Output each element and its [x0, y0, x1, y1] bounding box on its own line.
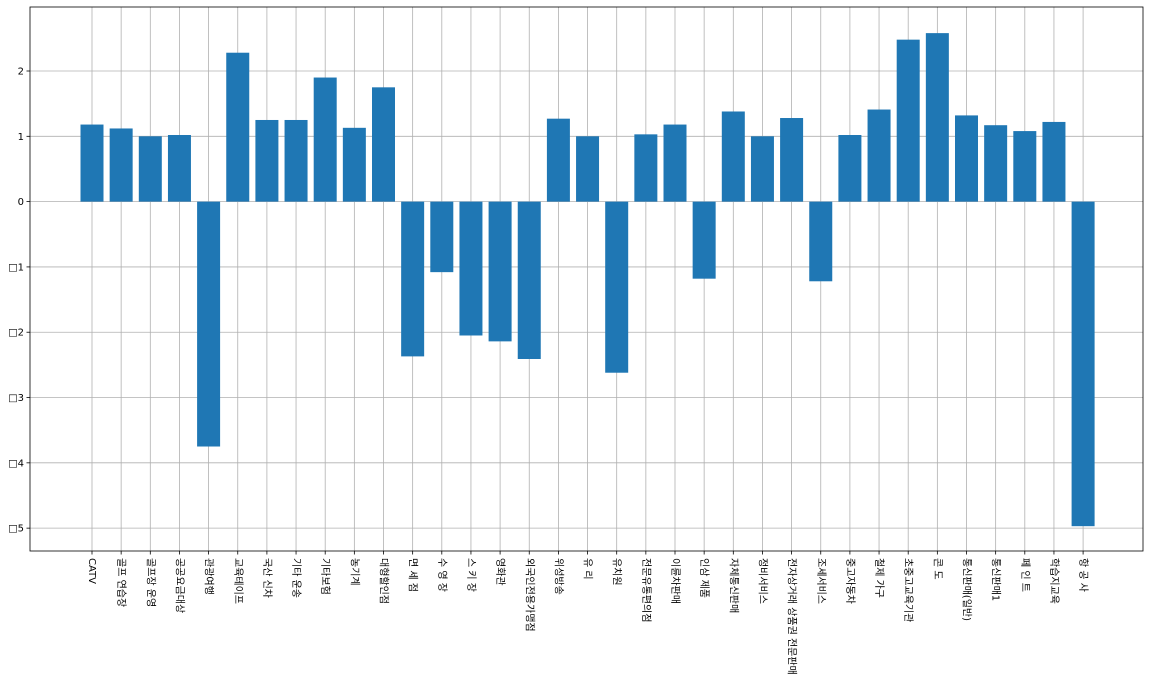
x-tick-label: 기타 운송	[290, 558, 302, 598]
x-tick-label: 교육테이프	[232, 558, 244, 604]
x-tick-label: 유 리	[582, 558, 594, 580]
axes-frame	[29, 6, 1144, 552]
x-tick-label: 중고자동차	[844, 558, 856, 604]
bar	[109, 128, 133, 202]
x-tick-label: 대형할인점	[378, 558, 390, 604]
x-tick-label: 인삼 제품	[698, 558, 710, 598]
bar	[721, 111, 745, 202]
bar	[955, 115, 978, 202]
bar	[342, 127, 366, 202]
bar	[372, 87, 395, 202]
y-tick-label: 2	[18, 67, 24, 78]
bar	[1042, 121, 1066, 202]
y-tick-label: 1	[18, 132, 24, 143]
x-tick-label: 초중고교육기관	[902, 558, 914, 622]
x-tick-label: 유치원	[611, 558, 623, 586]
x-tick-label: 자체통신판매	[727, 558, 739, 613]
bars	[80, 33, 1095, 527]
bar	[488, 201, 512, 342]
bar	[605, 201, 629, 373]
bar	[663, 124, 687, 202]
bar	[459, 201, 483, 336]
y-ticks: 2 1 0 □1 □2 □3 □4 □5	[8, 67, 30, 535]
y-tick-label: 0	[18, 197, 24, 208]
y-tick-label: □1	[8, 262, 24, 273]
x-ticks: CATV 골프 연습장 골프장 운영 공공요금대상 관광여행 교육테이프 국산 신차 기타 운…	[86, 551, 1089, 675]
x-tick-label: 골프 연습장	[115, 558, 127, 607]
bar	[284, 119, 308, 202]
x-tick-label: 스 키 장	[465, 558, 477, 592]
x-tick-label: 골프장 운영	[144, 558, 156, 607]
bar	[809, 201, 833, 282]
bar	[313, 77, 337, 202]
bar	[401, 201, 425, 357]
bar	[430, 201, 454, 273]
x-tick-label: 항 공 사	[1077, 558, 1089, 592]
y-tick-label: □3	[8, 393, 24, 404]
bar	[197, 201, 221, 447]
x-tick-label: 영화관	[494, 558, 506, 586]
y-tick-label: □2	[8, 328, 24, 339]
x-tick-label: 면 세 점	[407, 558, 419, 592]
y-tick-label: □5	[8, 524, 24, 535]
bar	[867, 109, 891, 202]
y-tick-label: □4	[8, 458, 24, 469]
x-tick-label: 콘 도	[931, 558, 943, 580]
x-tick-label: CATV	[86, 558, 97, 584]
x-tick-label: 농기계	[348, 558, 360, 586]
x-tick-label: 조세서비스	[815, 558, 827, 604]
bar	[750, 136, 774, 202]
x-tick-label: 공공요금대상	[173, 558, 185, 613]
x-tick-label: 정비서비스	[756, 558, 768, 604]
bar	[80, 124, 104, 202]
x-tick-label: 전자상거래 상품권 전문판매	[786, 558, 798, 675]
x-tick-label: 관광여행	[203, 558, 215, 595]
bar	[1013, 131, 1037, 202]
bar	[692, 201, 716, 279]
x-tick-label: 통신판매(일반)	[961, 558, 973, 621]
bar	[780, 118, 804, 202]
x-tick-label: 페 인 트	[1019, 558, 1031, 592]
x-tick-label: 기타보험	[319, 558, 331, 595]
bar	[138, 136, 162, 202]
x-tick-label: 국산 신차	[261, 558, 273, 598]
bar	[634, 134, 658, 202]
bar	[838, 135, 862, 202]
x-tick-label: 전문유통편의점	[640, 558, 652, 622]
x-tick-label: 수 영 장	[436, 558, 448, 592]
bar	[576, 136, 600, 202]
bar	[984, 125, 1008, 202]
x-tick-label: 외국인전용가맹점	[523, 558, 535, 632]
x-tick-label: 이륜차판매	[669, 558, 681, 604]
bar	[255, 119, 279, 202]
bar	[1071, 201, 1095, 527]
x-tick-label: 철제 가구	[873, 558, 885, 598]
x-tick-label: 학습지교육	[1048, 558, 1060, 604]
bar	[925, 33, 949, 202]
bar	[226, 52, 250, 202]
bar	[167, 135, 191, 202]
bar	[517, 201, 541, 359]
bar	[546, 118, 570, 202]
bar	[896, 39, 920, 202]
x-tick-label: 위성방송	[552, 558, 565, 595]
x-tick-label: 통신판매1	[990, 558, 1002, 601]
